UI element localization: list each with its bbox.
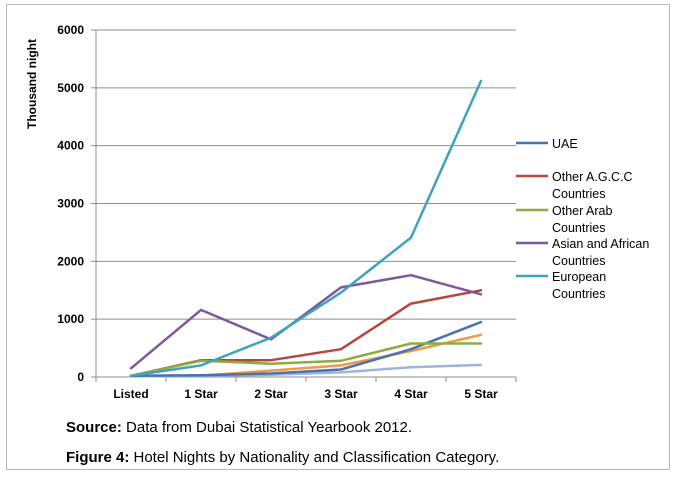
x-tick-label: 1 Star [184, 387, 218, 401]
legend-label: UAE [552, 137, 578, 151]
y-axis-label: Thousand night [25, 39, 39, 129]
figure-caption: Figure 4: Hotel Nights by Nationality an… [66, 448, 499, 468]
series-line [129, 342, 483, 378]
figure-label: Figure 4: [66, 449, 130, 466]
series-line [129, 273, 483, 370]
x-tick-label: 5 Star [464, 387, 498, 401]
y-tick-label: 0 [77, 370, 84, 384]
legend-label: European Countries [552, 270, 606, 301]
figure-text: Hotel Nights by Nationality and Classifi… [129, 449, 500, 466]
x-tick-labels: Listed 1 Star 2 Star 3 Star 4 Star 5 Star [113, 387, 498, 401]
x-tick-label: 3 Star [324, 387, 358, 401]
x-tick-label: Listed [113, 387, 148, 401]
source-caption: Source: Data from Dubai Statistical Year… [66, 418, 412, 438]
y-tick-label: 6000 [57, 23, 84, 37]
gridlines [96, 29, 516, 320]
y-tick-label: 5000 [57, 81, 84, 95]
figure-frame [6, 4, 670, 470]
axes [91, 29, 517, 382]
legend-label: Other A.G.C.C Countries [552, 170, 633, 201]
y-tick-label: 2000 [57, 254, 84, 268]
y-tick-label: 1000 [57, 312, 84, 326]
legend-label: Other Arab Countries [552, 204, 612, 235]
x-tick-label: 2 Star [254, 387, 288, 401]
source-label: Source: [66, 419, 122, 436]
legend-label: Asian and African Countries [552, 237, 649, 268]
series-lines [129, 79, 483, 378]
source-text: Data from Dubai Statistical Yearbook 201… [121, 419, 413, 436]
y-tick-label: 4000 [57, 139, 84, 153]
series-line [129, 79, 483, 378]
y-tick-labels: 0 1000 2000 3000 4000 5000 6000 [57, 23, 84, 384]
y-tick-label: 3000 [57, 197, 84, 211]
x-tick-label: 4 Star [394, 387, 428, 401]
